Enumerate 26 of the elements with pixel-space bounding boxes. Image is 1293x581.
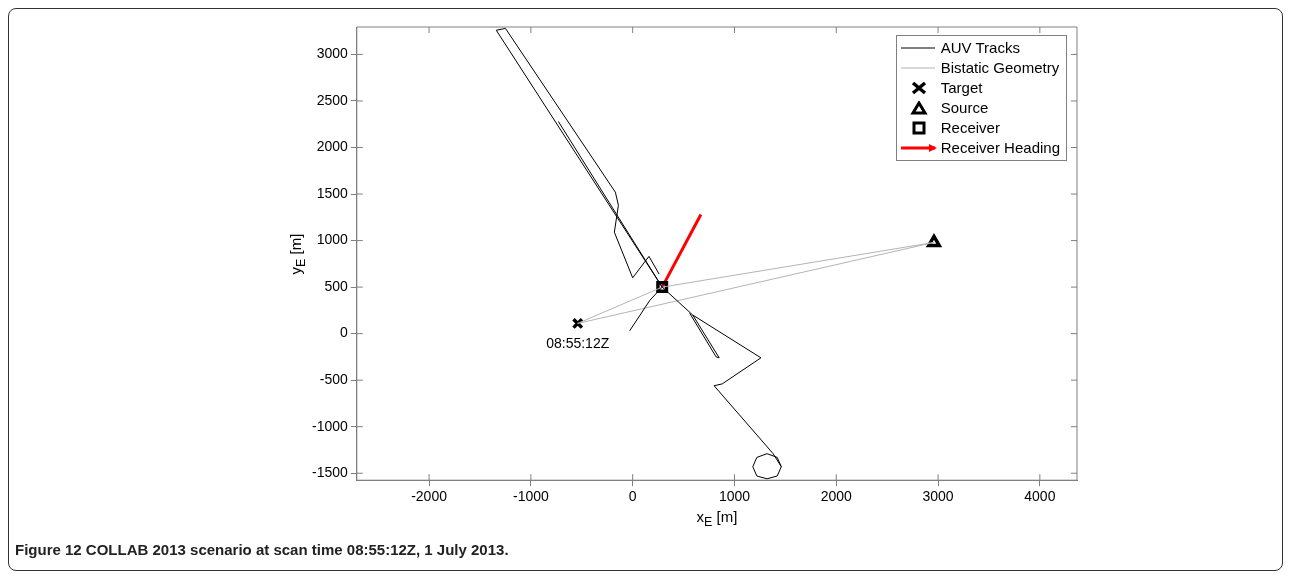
annotation: 08:55:12Z <box>546 335 610 352</box>
x-tick-label: 4000 <box>1024 488 1056 505</box>
y-tick-label: 1500 <box>316 184 349 201</box>
x-tick-label: -1000 <box>512 488 549 505</box>
y-tick-label: 1000 <box>316 231 349 248</box>
y-tick-label: -1500 <box>311 464 349 481</box>
y-tick-label: 2000 <box>316 138 349 155</box>
y-tick-label: -500 <box>319 371 349 388</box>
legend-label: Receiver Heading <box>940 138 1060 158</box>
x-tick-label: 3000 <box>922 488 954 505</box>
legend-label: AUV Tracks <box>940 38 1020 58</box>
x-tick-label: 0 <box>628 488 637 505</box>
legend-label: Receiver <box>940 118 1000 138</box>
y-tick-label: 0 <box>340 324 349 341</box>
x-axis-title: x$_{E}$ [m] <box>696 508 738 530</box>
x-tick-label: 1000 <box>718 488 751 505</box>
caption: Figure 12 COLLAB 2013 scenario at scan time 08:55:12Z, 1 July 2013. <box>15 541 509 558</box>
legend-label: Target <box>940 78 983 98</box>
y-tick-label: -1000 <box>311 417 349 434</box>
legend-label: Bistatic Geometry <box>940 58 1060 78</box>
y-tick-label: 2500 <box>316 91 349 108</box>
x-tick-label: -2000 <box>411 488 448 505</box>
x-tick-label: 2000 <box>820 488 853 505</box>
y-tick-label: 500 <box>324 277 349 294</box>
legend-label: Source <box>940 98 989 118</box>
y-tick-label: 3000 <box>316 45 349 62</box>
